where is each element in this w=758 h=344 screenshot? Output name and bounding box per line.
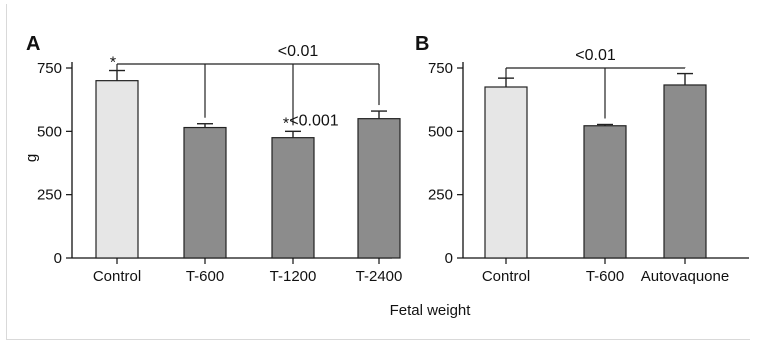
panel-a-x-tick-label-1: T-600 — [186, 268, 224, 285]
panel-b-bar-2 — [663, 84, 707, 259]
panel-a-y-tick-label-2: 500 — [37, 123, 62, 140]
panel-a-pvalue-label-3: <0.001 — [289, 112, 338, 129]
panel-a-x-tick-label-2: T-1200 — [270, 268, 317, 285]
panel-b-y-tick-label-0: 0 — [445, 250, 453, 267]
chart-marks: 0 250 500 750 Control T-600 T-1200 T-2400 <0.01 *… — [37, 43, 749, 285]
panel-b-y-tick-label-1: 250 — [428, 187, 453, 204]
panel-a-significance-star-1: * — [110, 55, 116, 72]
panel-a-letter: A — [26, 33, 40, 55]
panel-b-bar-0 — [484, 86, 528, 259]
panel-a-y-tick-label-1: 250 — [37, 187, 62, 204]
panel-a-x-tick-label-3: T-2400 — [356, 268, 403, 285]
figure-frame — [6, 4, 750, 340]
panel-a-y-tick-label-3: 750 — [37, 60, 62, 77]
x-axis-label: Fetal weight — [390, 302, 472, 319]
panel-a-x-tick-label-0: Control — [93, 268, 141, 285]
panel-b-letter: B — [415, 33, 429, 55]
panel-a-bar-3 — [357, 118, 401, 259]
panel-b-y-tick-label-2: 500 — [428, 123, 453, 140]
panel-a-bar-0 — [95, 80, 139, 259]
panel-b-bar-1 — [583, 125, 627, 259]
y-axis-label: g — [23, 154, 40, 162]
panel-a-significance-star-2: * — [283, 115, 289, 132]
panel-a-bar-2 — [271, 137, 315, 259]
panel-a-y-tick-label-0: 0 — [54, 250, 62, 267]
panel-b-x-tick-label-0: Control — [482, 268, 530, 285]
panel-b-y-tick-label-3: 750 — [428, 60, 453, 77]
panel-a-pvalue-label-0: <0.01 — [278, 43, 319, 60]
panel-b-pvalue-label-0: <0.01 — [575, 47, 616, 64]
panel-a-bar-1 — [183, 126, 227, 259]
panel-b-x-tick-label-2: Autovaquone — [641, 268, 729, 285]
panel-b-x-tick-label-1: T-600 — [586, 268, 624, 285]
